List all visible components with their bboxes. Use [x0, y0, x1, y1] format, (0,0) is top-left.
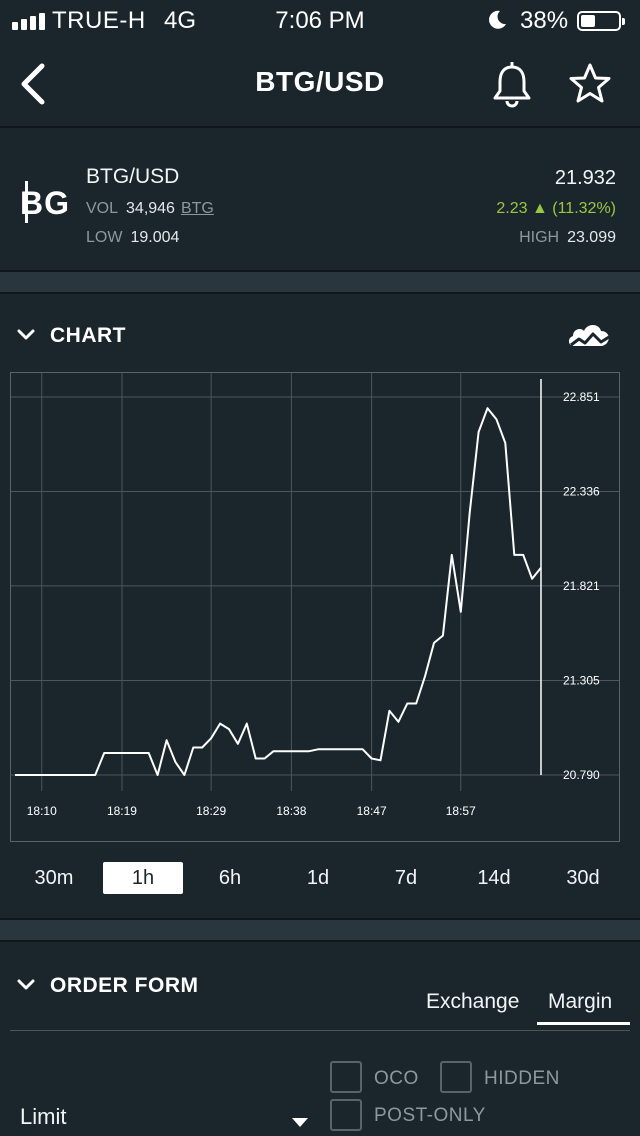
- price-line: [15, 407, 542, 776]
- x-tick-label: 18:38: [276, 804, 306, 818]
- post-only-label: POST-ONLY: [374, 1105, 486, 1126]
- battery-icon: [577, 11, 625, 31]
- chart-section-header[interactable]: CHART: [0, 306, 640, 366]
- signal-strength-icon: [12, 13, 45, 30]
- page-title: BTG/USD: [255, 66, 385, 97]
- low: LOW 19.004: [86, 229, 179, 247]
- high: HIGH 23.099: [519, 229, 616, 247]
- tab-divider: [10, 1030, 630, 1031]
- network-type: 4G: [164, 7, 197, 34]
- clock: 7:06 PM: [275, 7, 365, 34]
- section-divider: [0, 918, 640, 942]
- range-14d[interactable]: 14d: [477, 867, 511, 889]
- x-tick-label: 18:29: [196, 804, 226, 818]
- coin-logo: BG: [20, 181, 70, 223]
- y-tick-label: 22.851: [563, 390, 600, 404]
- star-icon[interactable]: [568, 62, 612, 106]
- low-label: LOW: [86, 229, 123, 246]
- time-range-selector: 30m 1h 6h 1d 7d 14d 30d: [0, 858, 640, 902]
- price-chart-svg: 18:10 18:19 18:29 18:38 18:47 18:57 22.851 22.3…: [11, 373, 619, 818]
- pair-name: BTG/USD: [86, 165, 180, 188]
- y-tick-label: 21.821: [563, 579, 600, 593]
- range-30d[interactable]: 30d: [566, 867, 600, 889]
- chart-section-title: CHART: [50, 324, 126, 347]
- chevron-down-icon: [17, 329, 35, 340]
- price-chart[interactable]: 18:10 18:19 18:29 18:38 18:47 18:57 22.851 22.3…: [10, 372, 620, 842]
- x-tick-label: 18:57: [446, 804, 476, 818]
- y-tick-label: 22.336: [563, 484, 600, 498]
- last-price: 21.932: [554, 167, 616, 189]
- dropdown-caret-icon[interactable]: [292, 1118, 308, 1127]
- back-chevron-icon[interactable]: [14, 60, 54, 108]
- volume-label: VOL: [86, 200, 119, 217]
- active-tab-indicator: [537, 1022, 630, 1025]
- ticker-summary: BG BTG/USD VOL 34,946 BTG LOW 19.004 21.932…: [0, 130, 640, 270]
- range-7d[interactable]: 7d: [394, 867, 418, 889]
- order-type-select[interactable]: Limit: [20, 1104, 67, 1129]
- section-divider: [0, 270, 640, 294]
- hidden-label: HIDDEN: [484, 1068, 560, 1089]
- x-tick-label: 18:10: [27, 804, 57, 818]
- tab-exchange[interactable]: Exchange: [426, 990, 520, 1013]
- high-label: HIGH: [519, 229, 560, 246]
- y-tick-label: 21.305: [563, 674, 600, 688]
- nav-bar: BTG/USD: [0, 40, 640, 128]
- status-bar: TRUE-H 4G 7:06 PM 38%: [0, 0, 640, 40]
- range-6h[interactable]: 6h: [218, 867, 242, 889]
- carrier-label: TRUE-H: [52, 7, 146, 34]
- volume: VOL 34,946 BTG: [86, 200, 214, 218]
- battery-percent: 38%: [520, 7, 569, 34]
- chevron-down-icon: [17, 979, 35, 990]
- range-1h[interactable]: 1h: [103, 862, 183, 894]
- low-value: 19.004: [130, 229, 180, 246]
- high-value: 23.099: [567, 229, 616, 246]
- post-only-checkbox[interactable]: [330, 1099, 362, 1131]
- x-tick-label: 18:47: [357, 804, 387, 818]
- hidden-checkbox[interactable]: [440, 1061, 472, 1093]
- range-1d[interactable]: 1d: [306, 867, 330, 889]
- range-30m[interactable]: 30m: [34, 867, 74, 889]
- order-form-title: ORDER FORM: [50, 974, 199, 997]
- y-tick-label: 20.790: [563, 768, 600, 782]
- oco-label: OCO: [374, 1068, 419, 1089]
- moon-icon: [489, 10, 506, 29]
- order-form-section-header[interactable]: ORDER FORM: [0, 956, 640, 1016]
- price-change: 2.23 ▲ (11.32%): [496, 200, 616, 217]
- volume-value: 34,946: [126, 200, 175, 217]
- tab-margin[interactable]: Margin: [548, 990, 613, 1013]
- cloud-chart-icon[interactable]: [566, 318, 612, 352]
- volume-currency-link[interactable]: BTG: [180, 200, 214, 217]
- x-tick-label: 18:19: [107, 804, 137, 818]
- oco-checkbox[interactable]: [330, 1061, 362, 1093]
- bell-icon[interactable]: [490, 62, 534, 108]
